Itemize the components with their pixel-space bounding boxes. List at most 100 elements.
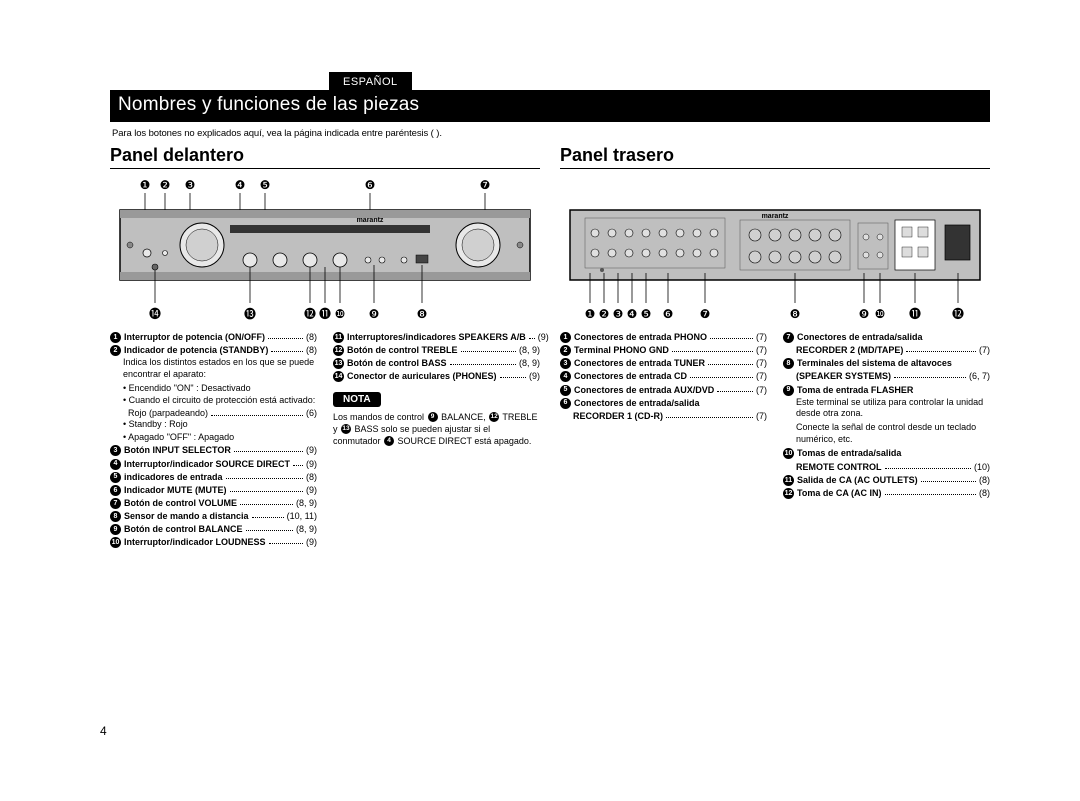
list-item: 1Conectores de entrada PHONO(7) xyxy=(560,331,767,343)
svg-text:⓫: ⓫ xyxy=(319,307,331,321)
item-label: indicadores de entrada xyxy=(124,471,223,483)
item-label: Botón de control TREBLE xyxy=(347,344,458,356)
svg-text:⓬: ⓬ xyxy=(304,307,316,321)
item-page-ref: (10, 11) xyxy=(287,510,317,522)
svg-text:❽: ❽ xyxy=(417,307,428,321)
item-label: Indicador MUTE (MUTE) xyxy=(124,484,227,496)
item-number-icon: 1 xyxy=(110,332,121,343)
item-number-icon: 12 xyxy=(333,345,344,356)
item-label: Botón de control VOLUME xyxy=(124,497,237,509)
list-item: 12Botón de control TREBLE (8, 9) xyxy=(333,344,540,356)
list-item: 12Toma de CA (AC IN)(8) xyxy=(783,487,990,499)
item-label: Interruptor/indicador SOURCE DIRECT xyxy=(124,458,290,470)
svg-text:❶: ❶ xyxy=(140,178,151,192)
item-label: Salida de CA (AC OUTLETS) xyxy=(797,474,918,486)
svg-text:❶: ❶ xyxy=(585,307,596,321)
list-item: 11Interruptores/indicadores SPEAKERS A/B… xyxy=(333,331,540,343)
item-label: Conectores de entrada TUNER xyxy=(574,357,705,369)
list-item: 2Terminal PHONO GND(7) xyxy=(560,344,767,356)
item-page-ref: (7) xyxy=(756,384,767,396)
list-item: 4Conectores de entrada CD(7) xyxy=(560,370,767,382)
svg-text:❼: ❼ xyxy=(700,307,711,321)
svg-text:⓬: ⓬ xyxy=(952,307,964,321)
svg-text:❹: ❹ xyxy=(627,307,638,321)
item-number-icon: 6 xyxy=(110,485,121,496)
item-description: Este terminal se utiliza para controlar … xyxy=(796,397,990,420)
item-label: Botón de control BASS xyxy=(347,357,447,369)
item-label: Conectores de entrada/salida xyxy=(574,397,700,409)
svg-text:⓮: ⓮ xyxy=(149,307,161,321)
nota-badge: NOTA xyxy=(333,392,381,407)
item-page-ref: (7) xyxy=(756,344,767,356)
list-item: 7Botón de control VOLUME (8, 9) xyxy=(110,497,317,509)
list-item: 3Botón INPUT SELECTOR(9) xyxy=(110,444,317,456)
item-label: Terminal PHONO GND xyxy=(574,344,669,356)
item-number-icon: 14 xyxy=(333,371,344,382)
item-page-ref: (7) xyxy=(756,357,767,369)
inline-number-icon: 4 xyxy=(384,436,394,446)
svg-text:❿: ❿ xyxy=(875,307,886,321)
item-number-icon: 5 xyxy=(110,472,121,483)
item-number-icon: 13 xyxy=(333,358,344,369)
inline-number-icon: 9 xyxy=(428,412,438,422)
rear-panel-heading: Panel trasero xyxy=(560,145,990,166)
front-panel-lists: 1Interruptor de potencia (ON/OFF) (8)2Ind… xyxy=(110,331,540,550)
rear-panel-diagram: marantz xyxy=(560,175,990,325)
language-badge: ESPAÑOL xyxy=(329,72,412,93)
item-label: Tomas de entrada/salida xyxy=(797,447,901,459)
list-item: 8Sensor de mando a distancia(10, 11) xyxy=(110,510,317,522)
item-page-ref: (8) xyxy=(979,487,990,499)
svg-text:❺: ❺ xyxy=(260,178,271,192)
item-label: Conectores de entrada AUX/DVD xyxy=(574,384,714,396)
list-item-line2: REMOTE CONTROL(10) xyxy=(796,461,990,473)
rear-panel-section: Panel trasero xyxy=(560,145,990,550)
list-item: 6Indicador MUTE (MUTE) (9) xyxy=(110,484,317,496)
item-page-ref: (8, 9) xyxy=(296,497,317,509)
front-panel-heading: Panel delantero xyxy=(110,145,540,166)
svg-text:❸: ❸ xyxy=(613,307,624,321)
item-page-ref: (9) xyxy=(529,370,540,382)
list-item-line2: RECORDER 2 (MD/TAPE)(7) xyxy=(796,344,990,356)
item-page-ref: (8) xyxy=(306,331,317,343)
item-page-ref: (9) xyxy=(306,484,317,496)
page-title: Nombres y funciones de las piezas xyxy=(110,90,990,122)
list-item: 2Indicador de potencia (STANDBY)(8) xyxy=(110,344,317,356)
item-number-icon: 11 xyxy=(333,332,344,343)
svg-text:❹: ❹ xyxy=(235,178,246,192)
item-label: Conectores de entrada PHONO xyxy=(574,331,707,343)
item-page-ref: (9) xyxy=(306,536,317,548)
page-number: 4 xyxy=(100,724,107,738)
item-page-ref: (8, 9) xyxy=(519,344,540,356)
item-label: Toma de CA (AC IN) xyxy=(797,487,882,499)
list-item: 13Botón de control BASS (8, 9) xyxy=(333,357,540,369)
item-page-ref: (8) xyxy=(979,474,990,486)
inline-number-icon: 13 xyxy=(341,424,351,434)
item-label: Interruptor de potencia (ON/OFF) xyxy=(124,331,265,343)
item-number-icon: 6 xyxy=(560,398,571,409)
item-label: Botón INPUT SELECTOR xyxy=(124,444,231,456)
item-number-icon: 4 xyxy=(560,371,571,382)
item-number-icon: 3 xyxy=(110,445,121,456)
front-list-col2: 11Interruptores/indicadores SPEAKERS A/B… xyxy=(333,331,540,550)
item-label: Interruptor/indicador LOUDNESS xyxy=(124,536,266,548)
item-number-icon: 9 xyxy=(110,524,121,535)
item-number-icon: 4 xyxy=(110,459,121,470)
svg-text:❼: ❼ xyxy=(480,178,491,192)
list-item: 6Conectores de entrada/salida xyxy=(560,397,767,409)
rear-list-col2: 7Conectores de entrada/salidaRECORDER 2 … xyxy=(783,331,990,500)
item-page-ref: (8, 9) xyxy=(519,357,540,369)
rear-list-col1: 1Conectores de entrada PHONO(7)2Terminal… xyxy=(560,331,767,500)
rear-panel-lists: 1Conectores de entrada PHONO(7)2Terminal… xyxy=(560,331,990,500)
list-item: 1Interruptor de potencia (ON/OFF) (8) xyxy=(110,331,317,343)
divider xyxy=(560,168,990,169)
item-description: Indica los distintos estados en los que … xyxy=(123,357,317,380)
list-item-line2: RECORDER 1 (CD-R)(7) xyxy=(573,410,767,422)
list-item: 9Toma de entrada FLASHER xyxy=(783,384,990,396)
divider xyxy=(110,168,540,169)
item-label: Sensor de mando a distancia xyxy=(124,510,249,522)
svg-text:marantz: marantz xyxy=(762,213,789,220)
list-item: 8Terminales del sistema de altavoces xyxy=(783,357,990,369)
item-number-icon: 7 xyxy=(110,498,121,509)
list-item: 10Interruptor/indicador LOUDNESS(9) xyxy=(110,536,317,548)
item-number-icon: 7 xyxy=(783,332,794,343)
